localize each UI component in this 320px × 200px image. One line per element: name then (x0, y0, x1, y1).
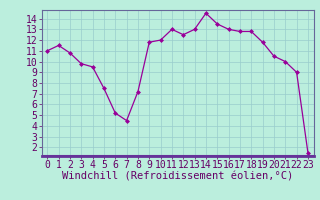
X-axis label: Windchill (Refroidissement éolien,°C): Windchill (Refroidissement éolien,°C) (62, 172, 293, 182)
